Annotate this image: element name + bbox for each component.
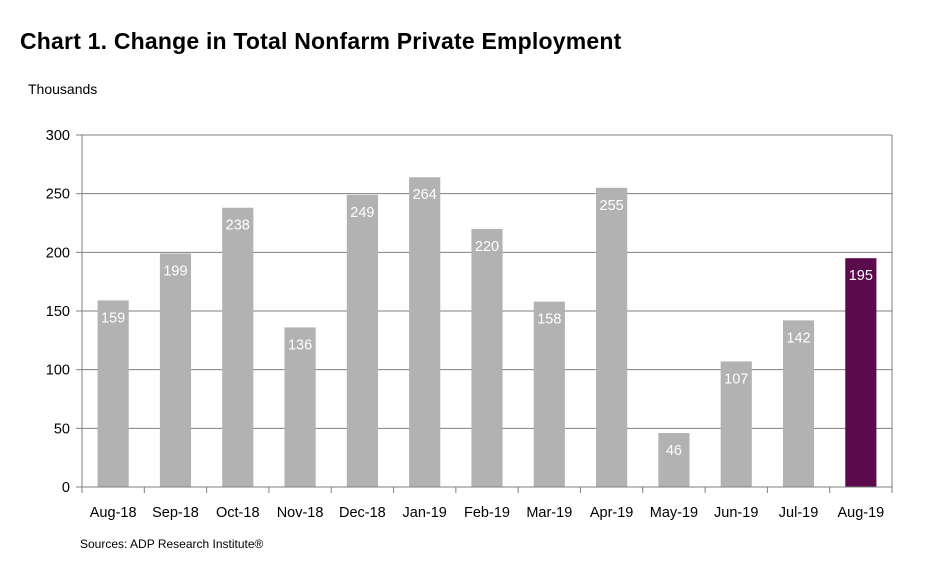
y-tick-label: 100: [46, 363, 70, 379]
x-tick-label: Aug-18: [90, 505, 137, 521]
bar-aug-18: [97, 300, 129, 487]
bar-sep-18: [159, 253, 192, 487]
x-tick-label: Aug-19: [837, 505, 884, 521]
bar-value-label: 255: [600, 198, 624, 214]
bar-apr-19: [596, 187, 628, 488]
bar-feb-19: [471, 228, 503, 487]
axes: [76, 134, 893, 493]
x-tick-label: Apr-19: [590, 505, 634, 521]
y-axis-tick-labels: 0 50 100 150 200 250 300: [46, 128, 70, 496]
bar-value-label: 107: [724, 371, 748, 387]
x-tick-label: May-19: [650, 505, 698, 521]
y-tick-label: 300: [46, 128, 70, 144]
bar-value-label: 195: [849, 268, 873, 284]
bar-value-label: 238: [226, 218, 250, 234]
bar-value-label: 159: [101, 310, 125, 326]
x-tick-label: Dec-18: [339, 505, 386, 521]
bar-mar-19: [533, 301, 565, 487]
x-axis-tick-labels: Aug-18 Sep-18 Oct-18 Nov-18 Dec-18 Jan-19 Feb-…: [90, 505, 884, 521]
bar-jan-19: [409, 177, 441, 488]
bar-nov-18: [284, 327, 316, 487]
bar-value-labels: 159 199 238 136 249 264 220 158 255 46 107 142 195: [101, 187, 873, 459]
x-tick-label: Feb-19: [464, 505, 510, 521]
bar-value-label: 142: [786, 330, 810, 346]
bar-value-label: 264: [413, 187, 437, 203]
bar-may-19: [658, 433, 690, 487]
y-tick-label: 150: [46, 304, 70, 320]
bar-oct-18: [222, 207, 254, 487]
bar-value-label: 220: [475, 239, 499, 255]
x-tick-label: Jan-19: [403, 505, 447, 521]
bar-aug-19: [845, 258, 877, 487]
bar-value-label: 136: [288, 337, 312, 353]
x-tick-label: Nov-18: [277, 505, 324, 521]
x-tick-label: Jul-19: [779, 505, 819, 521]
x-tick-label: Oct-18: [216, 505, 260, 521]
bar-jul-19: [782, 320, 815, 487]
x-tick-label: Mar-19: [526, 505, 572, 521]
x-tick-label: Sep-18: [152, 505, 199, 521]
bar-value-label: 199: [163, 264, 187, 280]
bars: [97, 177, 877, 488]
y-tick-label: 200: [46, 245, 70, 261]
y-tick-label: 0: [62, 480, 70, 496]
bar-jun-19: [720, 361, 752, 487]
bar-dec-18: [346, 194, 378, 487]
y-axis-units-label: Thousands: [28, 81, 98, 97]
bar-value-label: 158: [537, 312, 561, 328]
bar-value-label: 249: [350, 205, 374, 221]
bar-value-label: 46: [666, 443, 682, 459]
source-note: Sources: ADP Research Institute®: [80, 537, 264, 551]
y-tick-label: 50: [54, 421, 70, 437]
chart-title: Chart 1. Change in Total Nonfarm Private…: [20, 28, 622, 54]
y-tick-label: 250: [46, 187, 70, 203]
x-tick-label: Jun-19: [714, 505, 758, 521]
